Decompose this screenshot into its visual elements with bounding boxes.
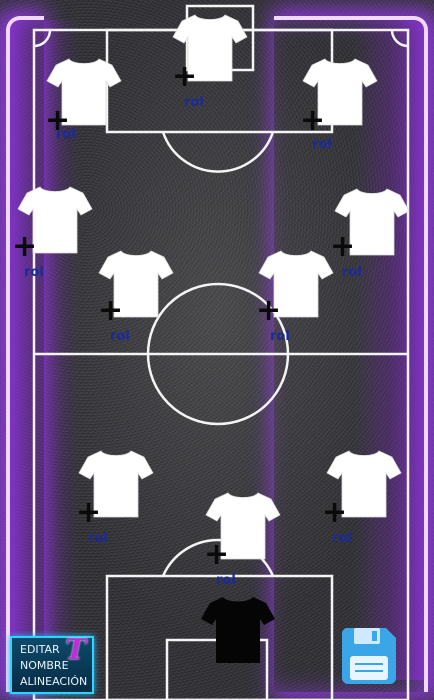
player-role-label[interactable]: rol: [312, 137, 332, 152]
top-penalty-arc: [161, 131, 275, 173]
player-shirt[interactable]: [205, 488, 281, 564]
shirt-icon: [201, 597, 275, 663]
player-shirt[interactable]: [326, 446, 402, 522]
shirt-icon: [172, 14, 248, 82]
shirt-icon: [334, 188, 410, 256]
player-shirt[interactable]: [98, 246, 174, 322]
edit-label-line-1: EDITAR: [20, 643, 60, 656]
player-role-label[interactable]: rol: [270, 329, 290, 344]
plus-icon[interactable]: +: [45, 103, 71, 138]
plus-icon[interactable]: +: [330, 229, 356, 264]
plus-icon[interactable]: +: [76, 495, 102, 530]
shirt-icon: [326, 450, 402, 518]
plus-icon[interactable]: +: [256, 293, 282, 328]
t-logo-icon: T: [65, 633, 86, 666]
shirt-icon: [78, 450, 154, 518]
goalkeeper-shirt[interactable]: [200, 592, 275, 666]
player-shirt[interactable]: [302, 54, 378, 130]
shirt-icon: [46, 58, 122, 126]
edit-label-line-2: NOMBRE: [20, 659, 69, 672]
plus-icon[interactable]: +: [322, 495, 348, 530]
save-lineup-button[interactable]: [340, 626, 398, 686]
player-role-label[interactable]: rol: [342, 265, 362, 280]
plus-icon[interactable]: +: [12, 229, 38, 264]
floppy-disk-icon: [341, 628, 396, 684]
neon-frame-right: [274, 16, 428, 692]
shirt-icon: [258, 250, 334, 318]
plus-icon[interactable]: +: [204, 537, 230, 572]
shirt-icon: [17, 186, 93, 254]
player-role-label[interactable]: rol: [216, 573, 236, 588]
player-shirt[interactable]: [258, 246, 334, 322]
player-shirt[interactable]: [334, 184, 410, 260]
player-role-label[interactable]: rol: [110, 329, 130, 344]
neon-frame-left: [6, 16, 44, 692]
player-role-label[interactable]: rol: [24, 265, 44, 280]
player-shirt[interactable]: [78, 446, 154, 522]
player-role-label[interactable]: rol: [88, 531, 108, 546]
player-shirt[interactable]: [172, 10, 248, 86]
shirt-icon: [205, 492, 281, 560]
player-role-label[interactable]: rol: [184, 95, 204, 110]
shirt-icon: [98, 250, 174, 318]
edit-label-line-3: ALINEACIÓN: [20, 675, 88, 688]
edit-lineup-name-button[interactable]: EDITAR NOMBRE ALINEACIÓN T: [10, 636, 94, 694]
plus-icon[interactable]: +: [300, 103, 326, 138]
player-shirt[interactable]: [17, 182, 93, 258]
shirt-icon: [302, 58, 378, 126]
plus-icon[interactable]: +: [98, 293, 124, 328]
player-shirt[interactable]: [46, 54, 122, 130]
plus-icon[interactable]: +: [172, 59, 198, 94]
player-role-label[interactable]: rol: [332, 531, 352, 546]
player-role-label[interactable]: rol: [56, 127, 76, 142]
